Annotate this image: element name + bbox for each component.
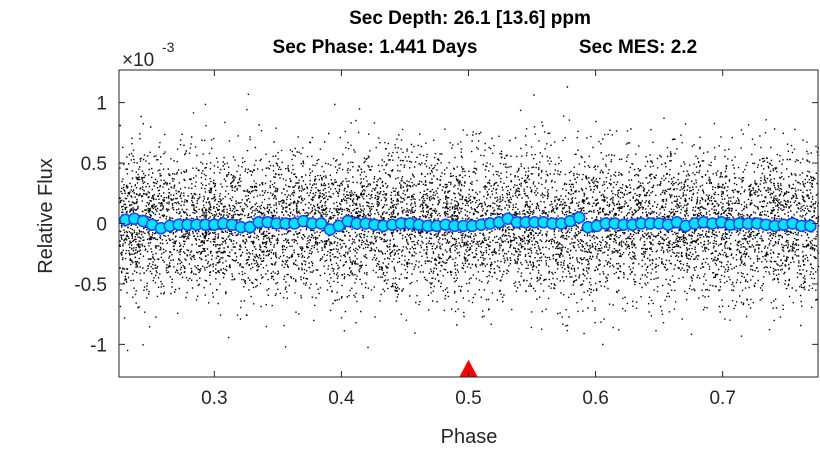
binned-point: [314, 217, 328, 230]
secondary-phase-marker: [459, 359, 478, 377]
y-exponent-base: ×10: [122, 50, 154, 71]
y-tick-label: 0.5: [81, 154, 107, 175]
y-tick-label: -1: [90, 335, 107, 356]
marker-layer: [459, 359, 478, 377]
binned-point: [804, 219, 817, 233]
y-tick-label: -0.5: [74, 275, 107, 296]
y-tick-label: 0: [96, 215, 107, 236]
y-axis-ticks: 1 0.5 0 -0.5 -1: [74, 94, 818, 356]
y-axis-label: Relative Flux: [35, 158, 57, 274]
binned-point: [572, 211, 586, 224]
x-tick-label: 0.7: [709, 388, 735, 409]
x-tick-label: 0.6: [582, 388, 608, 409]
title-line-1: Sec Depth: 26.1 [13.6] ppm: [349, 8, 591, 29]
binned-series: [119, 211, 817, 236]
x-axis-ticks: 0.3 0.4 0.5 0.6 0.7: [201, 70, 736, 409]
title-line-2: Sec Phase: 1.441 Days: [273, 37, 478, 58]
x-tick-label: 0.3: [201, 388, 227, 409]
y-exponent-power: -3: [162, 39, 175, 55]
title-line-3: Sec MES: 2.2: [579, 37, 697, 58]
x-tick-label: 0.5: [455, 388, 481, 409]
x-axis-label: Phase: [441, 426, 498, 448]
y-tick-label: 1: [96, 94, 107, 115]
x-tick-label: 0.4: [328, 388, 355, 409]
